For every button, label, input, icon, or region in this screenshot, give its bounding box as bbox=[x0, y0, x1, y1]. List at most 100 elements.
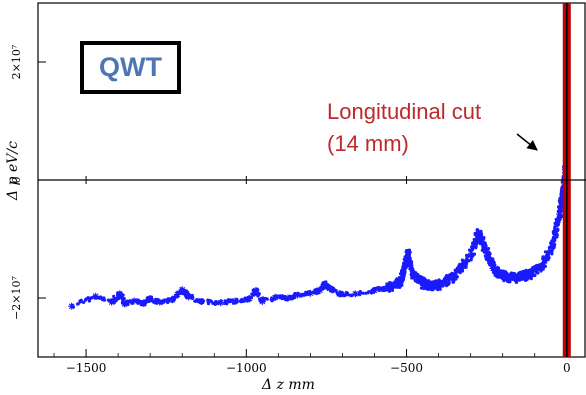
cloud-point bbox=[469, 258, 473, 262]
cloud-point bbox=[471, 244, 475, 248]
cloud-point bbox=[226, 298, 230, 302]
cloud-point bbox=[333, 288, 337, 292]
cloud-point bbox=[358, 291, 362, 295]
cloud-point bbox=[302, 293, 306, 297]
data-point bbox=[130, 297, 138, 305]
data-point bbox=[271, 293, 279, 301]
data-point bbox=[316, 286, 324, 294]
data-point bbox=[116, 290, 124, 298]
y-axis-label: Δ p eV/c bbox=[5, 141, 21, 200]
cloud-point bbox=[558, 200, 562, 204]
cloud-point bbox=[535, 263, 539, 268]
cloud-point bbox=[398, 285, 402, 289]
cloud-point bbox=[313, 288, 317, 292]
cloud-point bbox=[257, 292, 261, 296]
data-point bbox=[451, 273, 459, 281]
cloud-point bbox=[550, 252, 554, 256]
cloud-point bbox=[504, 270, 508, 274]
data-point bbox=[321, 280, 329, 288]
cloud-point bbox=[517, 278, 522, 282]
x-tick-label: −1000 bbox=[226, 361, 267, 375]
cloud-point bbox=[533, 269, 537, 273]
cloud-point bbox=[379, 288, 383, 292]
cloud-point bbox=[495, 267, 499, 271]
data-point bbox=[481, 244, 489, 252]
cloud-point bbox=[466, 259, 470, 263]
data-point bbox=[185, 293, 193, 301]
cloud-point bbox=[361, 291, 365, 295]
data-point bbox=[156, 298, 164, 306]
cloud-point bbox=[417, 281, 421, 285]
cloud-point bbox=[403, 270, 407, 274]
x-tick-label: −1500 bbox=[66, 361, 107, 375]
cloud-point bbox=[453, 268, 457, 272]
cloud-point bbox=[437, 278, 441, 282]
cloud-point bbox=[488, 263, 492, 267]
data-point bbox=[475, 229, 483, 237]
cloud-point bbox=[416, 273, 420, 277]
cloud-point bbox=[480, 237, 484, 242]
cloud-point bbox=[136, 301, 140, 305]
cloud-point bbox=[426, 279, 431, 283]
y-ticks: −2×10⁷ 0 2×10⁷ bbox=[10, 44, 46, 320]
data-point bbox=[178, 286, 186, 294]
cloud-point bbox=[409, 266, 414, 270]
cloud-point bbox=[90, 296, 94, 300]
data-point bbox=[467, 252, 475, 260]
annotation-arrow bbox=[516, 133, 538, 151]
y-tick-label: 2×10⁷ bbox=[10, 44, 23, 79]
cloud-point bbox=[438, 287, 442, 291]
longitudinal-cut-annotation: Longitudinal cut (14 mm) bbox=[327, 96, 481, 160]
cloud-point bbox=[79, 299, 83, 303]
cloud-point bbox=[533, 273, 537, 277]
cloud-point bbox=[489, 257, 493, 261]
cloud-point bbox=[406, 255, 410, 259]
data-point bbox=[499, 272, 507, 280]
cloud-point bbox=[344, 290, 349, 295]
data-point bbox=[140, 299, 148, 307]
cloud-point bbox=[532, 266, 537, 270]
cloud-point bbox=[121, 296, 126, 300]
cloud-point bbox=[464, 263, 468, 267]
cloud-point bbox=[137, 299, 141, 303]
cloud-point bbox=[445, 274, 449, 278]
cloud-point bbox=[518, 274, 523, 278]
data-point bbox=[524, 271, 532, 279]
cloud-point bbox=[106, 298, 110, 302]
data-point bbox=[108, 298, 116, 306]
y-tick-label: −2×10⁷ bbox=[10, 275, 23, 319]
cloud-point bbox=[555, 233, 559, 237]
cloud-point bbox=[225, 300, 229, 304]
cloud-point bbox=[474, 240, 478, 244]
cloud-point bbox=[560, 202, 564, 206]
data-point bbox=[435, 282, 443, 290]
y-tick-label: 0 bbox=[10, 177, 23, 184]
cloud-point bbox=[560, 196, 564, 200]
data-point bbox=[252, 286, 260, 294]
data-point bbox=[326, 285, 334, 293]
cloud-point bbox=[409, 264, 413, 268]
cloud-point bbox=[368, 290, 372, 294]
cloud-point bbox=[484, 257, 489, 261]
cloud-point bbox=[543, 250, 548, 254]
cloud-point bbox=[82, 300, 86, 304]
cloud-point bbox=[424, 278, 428, 282]
data-point bbox=[383, 284, 391, 292]
data-point bbox=[511, 274, 519, 282]
data-points bbox=[68, 139, 571, 310]
cloud-point bbox=[553, 233, 557, 237]
cloud-point bbox=[546, 254, 550, 258]
data-point bbox=[420, 280, 428, 288]
cloud-point bbox=[76, 302, 80, 306]
x-axis-label: Δ z mm bbox=[262, 377, 315, 393]
data-point bbox=[92, 292, 100, 300]
cloud-point bbox=[457, 266, 462, 270]
data-point bbox=[409, 270, 417, 278]
cloud-point bbox=[254, 292, 258, 296]
cloud-point bbox=[390, 283, 394, 288]
cloud-point bbox=[366, 291, 370, 295]
cloud-point bbox=[165, 299, 169, 303]
cloud-point bbox=[477, 239, 481, 243]
cloud-point bbox=[84, 297, 88, 301]
cloud-point bbox=[447, 279, 451, 283]
